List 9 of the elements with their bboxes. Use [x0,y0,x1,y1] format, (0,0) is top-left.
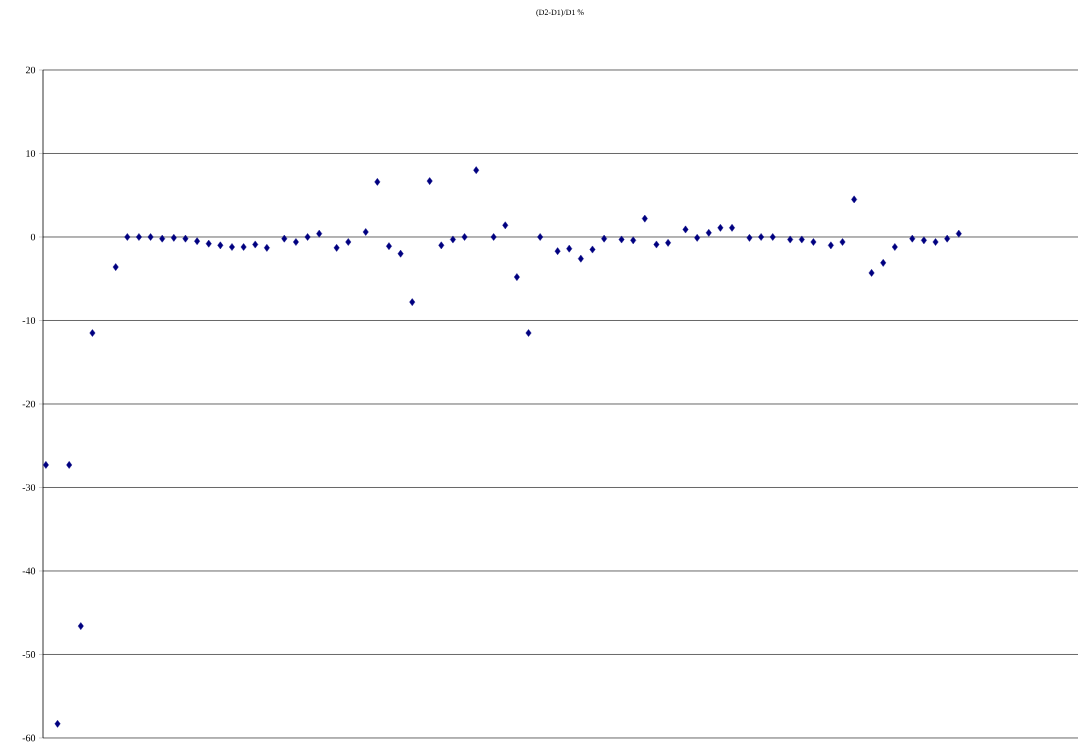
y-tick-label: -20 [22,400,36,408]
y-tick-label: -40 [22,567,36,575]
y-tick-label: -10 [22,317,36,324]
y-tick-label: 10 [26,150,36,157]
y-tick-label: -30 [22,484,36,491]
y-tick-label: -60 [22,734,36,742]
y-tick-label: 20 [25,66,36,74]
y-tick-label: -50 [22,651,36,658]
y-tick-label: 0 [30,233,36,241]
